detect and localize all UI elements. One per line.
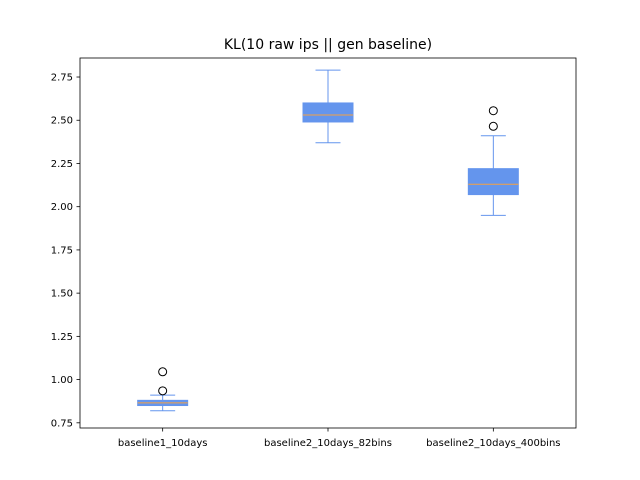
x-tick-label: baseline1_10days (118, 438, 208, 449)
box-body (467, 168, 519, 196)
outlier-point (488, 121, 498, 131)
y-tick-label: 2.00 (51, 202, 73, 213)
y-tick-label: 1.75 (51, 245, 73, 256)
plot-frame (79, 57, 577, 429)
outlier-point (158, 386, 168, 396)
x-axis: baseline1_10days baseline2_10days_82bins b… (118, 428, 561, 449)
y-tick-label: 2.50 (51, 116, 73, 127)
y-tick-label: 1.25 (51, 332, 73, 343)
y-tick-label: 2.75 (51, 73, 73, 84)
boxes-layer (137, 69, 519, 412)
box-baseline2_10days_82bins (302, 69, 354, 144)
x-tick-label: baseline2_10days_400bins (426, 438, 560, 449)
chart-title: KL(10 raw ips || gen baseline) (224, 37, 432, 53)
y-tick-label: 1.50 (51, 289, 73, 300)
outlier-point (488, 106, 498, 116)
y-tick-label: 1.00 (51, 375, 73, 386)
box-baseline2_10days_400bins (467, 106, 519, 216)
y-tick-label: 2.25 (51, 159, 73, 170)
y-tick-label: 0.75 (51, 418, 73, 429)
outlier-point (158, 367, 168, 377)
box-baseline1_10days (137, 367, 189, 412)
y-axis: 0.75 1.00 1.25 1.50 1.75 2.00 2.25 2.50 2.75 (51, 73, 80, 429)
x-tick-label: baseline2_10days_82bins (264, 438, 392, 449)
box-body (302, 102, 354, 123)
